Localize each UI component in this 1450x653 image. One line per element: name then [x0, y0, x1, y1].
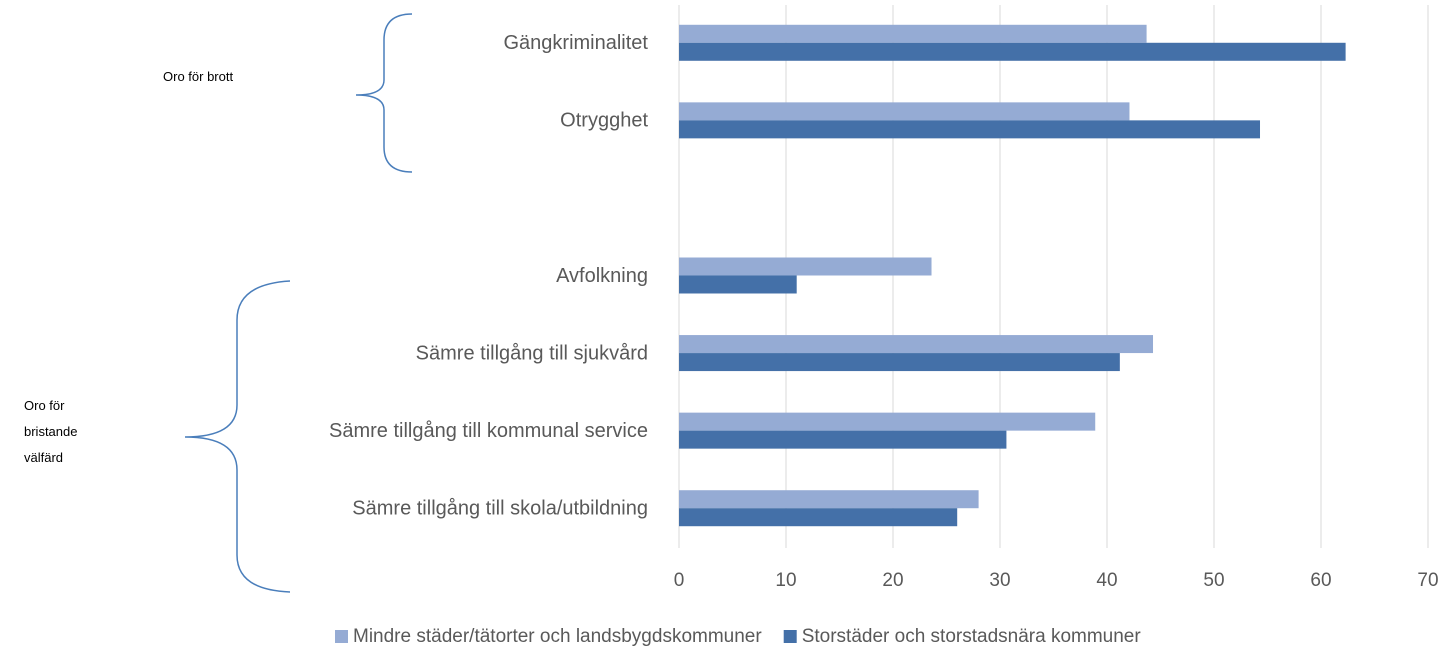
- y-tick-label: Sämre tillgång till sjukvård: [416, 342, 648, 364]
- x-tick-label: 30: [989, 570, 1010, 591]
- brace: [184, 280, 291, 593]
- y-tick-label: Avfolkning: [556, 265, 648, 287]
- y-tick-label: Gängkriminalitet: [503, 32, 648, 54]
- legend-swatch: [335, 630, 348, 643]
- bar: [679, 412, 1096, 431]
- y-tick-label: Sämre tillgång till skola/utbildning: [352, 497, 648, 519]
- x-tick-label: 70: [1417, 570, 1438, 591]
- x-tick-label: 50: [1203, 570, 1224, 591]
- x-tick-label: 10: [775, 570, 796, 591]
- bar: [679, 102, 1130, 121]
- annotation: Oro för brott: [163, 69, 234, 84]
- bar: [679, 42, 1346, 61]
- x-tick-label: 20: [882, 570, 903, 591]
- bar: [679, 490, 979, 509]
- bar: [679, 275, 797, 294]
- x-tick-label: 0: [674, 570, 685, 591]
- legend-swatch: [783, 630, 797, 643]
- bar: [679, 257, 932, 276]
- bar: [679, 335, 1154, 354]
- bar: [679, 430, 1007, 449]
- bar: [679, 508, 958, 527]
- annotation: Oro för bristande välfärd: [24, 398, 78, 465]
- bar: [679, 120, 1261, 139]
- brace: [355, 13, 413, 173]
- y-tick-label: Sämre tillgång till kommunal service: [329, 420, 648, 442]
- legend-label: Storstäder och storstadsnära kommuner: [802, 626, 1142, 647]
- legend-label: Mindre städer/tätorter och landsbygdskom…: [353, 626, 762, 647]
- bar: [679, 24, 1147, 43]
- x-tick-label: 40: [1096, 570, 1117, 591]
- y-tick-label: Otrygghet: [560, 110, 648, 132]
- bar: [679, 353, 1120, 372]
- x-tick-label: 60: [1310, 570, 1331, 591]
